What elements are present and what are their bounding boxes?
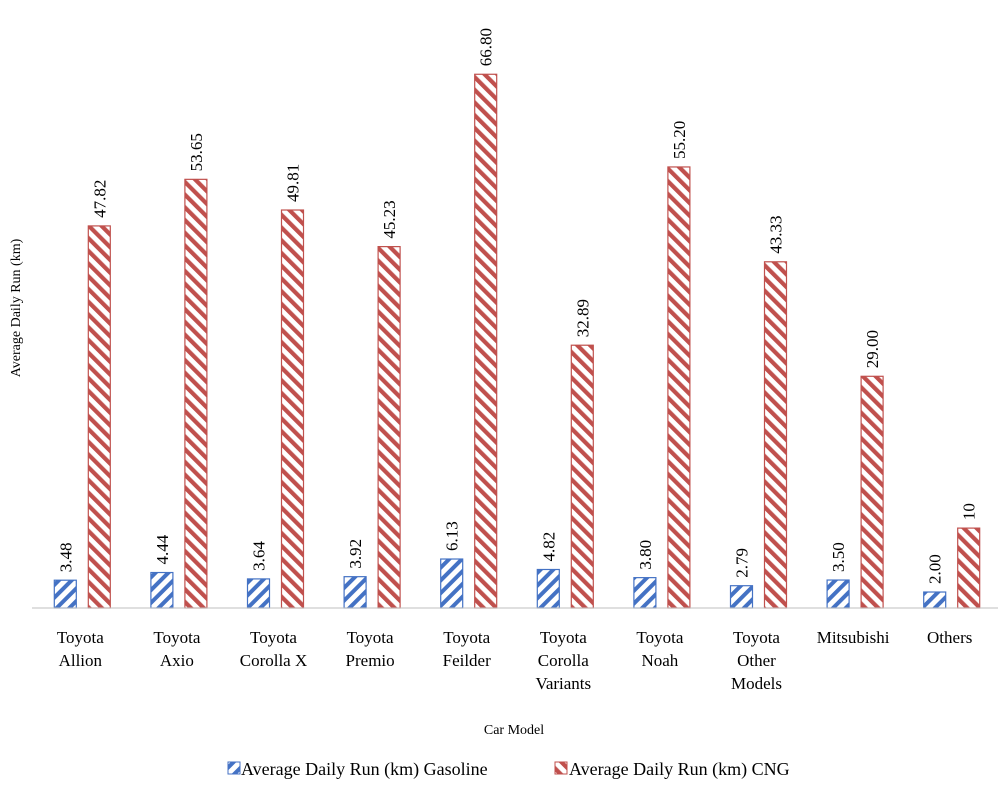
bars-layer xyxy=(53,73,981,609)
bar-gasoline-1 xyxy=(150,571,174,609)
bar-gasoline-4 xyxy=(440,558,464,609)
bar-cng-6 xyxy=(667,166,691,609)
x-tick-label-line: Toyota xyxy=(153,628,200,647)
data-label-gasoline-8: 3.50 xyxy=(829,542,848,572)
data-label-cng-0: 47.82 xyxy=(90,180,109,218)
data-label-gasoline-4: 6.13 xyxy=(443,521,462,551)
data-label-gasoline-3: 3.92 xyxy=(346,539,365,569)
data-label-cng-7: 43.33 xyxy=(767,216,786,254)
data-label-gasoline-7: 2.79 xyxy=(733,548,752,578)
data-label-cng-8: 29.00 xyxy=(863,330,882,368)
bar-gasoline-6 xyxy=(633,577,657,609)
legend-item-gasoline: Average Daily Run (km) Gasoline xyxy=(227,759,488,780)
data-label-cng-2: 49.81 xyxy=(284,164,303,202)
bar-gasoline-7 xyxy=(729,585,754,609)
legend-swatch-gasoline xyxy=(227,761,241,775)
x-tick-label-line: Corolla X xyxy=(240,651,308,670)
x-tick-label-line: Toyota xyxy=(443,628,490,647)
x-tick-label-line: Allion xyxy=(59,651,103,670)
x-tick-label-4: Toyota Feilder xyxy=(443,628,491,670)
bar-gasoline-8 xyxy=(826,579,850,609)
x-tick-label-line: Toyota xyxy=(347,628,394,647)
bar-cng-9 xyxy=(957,527,981,609)
x-tick-label-5: Toyota Corolla Variants xyxy=(535,628,591,693)
bar-cng-1 xyxy=(184,178,208,609)
data-labels-layer: 3.48 47.82 4.44 53.65 3.64 49.81 3.92 45.23 6.13… xyxy=(56,28,978,584)
data-label-cng-4: 66.80 xyxy=(477,28,496,66)
bar-cng-0 xyxy=(87,225,111,609)
bar-cng-8 xyxy=(860,375,884,609)
data-label-gasoline-0: 3.48 xyxy=(56,542,75,572)
bar-gasoline-5 xyxy=(536,568,560,609)
data-label-cng-5: 32.89 xyxy=(573,299,592,337)
legend-label-gasoline: Average Daily Run (km) Gasoline xyxy=(241,759,488,780)
bar-gasoline-9 xyxy=(923,591,947,609)
data-label-gasoline-9: 2.00 xyxy=(926,554,945,584)
bar-gasoline-0 xyxy=(53,579,77,609)
data-label-gasoline-1: 4.44 xyxy=(153,534,172,564)
x-tick-label-line: Other xyxy=(737,651,776,670)
x-tick-label-line: Feilder xyxy=(443,651,491,670)
x-tick-label-8: Mitsubishi xyxy=(817,628,890,647)
x-tick-label-line: Toyota xyxy=(250,628,297,647)
data-label-cng-6: 55.20 xyxy=(670,121,689,159)
x-tick-label-2: Toyota Corolla X xyxy=(240,628,308,670)
legend-swatch-cng xyxy=(554,761,568,775)
data-label-gasoline-6: 3.80 xyxy=(636,540,655,570)
data-label-cng-9: 10 xyxy=(960,503,979,520)
x-tick-label-7: Toyota Other Models xyxy=(731,628,782,693)
data-label-gasoline-2: 3.64 xyxy=(250,541,269,571)
bar-cng-4 xyxy=(474,73,498,609)
x-tick-label-line: Toyota xyxy=(733,628,780,647)
x-tick-label-line: Corolla xyxy=(538,651,589,670)
x-tick-label-line: Mitsubishi xyxy=(817,628,890,647)
x-tick-label-0: Toyota Allion xyxy=(57,628,104,670)
bar-gasoline-3 xyxy=(343,576,367,609)
x-tick-label-6: Toyota Noah xyxy=(636,628,683,670)
x-tick-label-line: Premio xyxy=(346,651,395,670)
legend: Average Daily Run (km) Gasoline Average … xyxy=(227,759,790,780)
data-label-cng-3: 45.23 xyxy=(380,200,399,238)
data-label-gasoline-5: 4.82 xyxy=(539,532,558,562)
bar-cng-2 xyxy=(280,209,305,609)
bar-cng-7 xyxy=(763,261,788,609)
x-tick-label-line: Axio xyxy=(160,651,194,670)
x-tick-label-3: Toyota Premio xyxy=(346,628,395,670)
bar-gasoline-2 xyxy=(246,578,271,609)
x-tick-label-line: Models xyxy=(731,674,782,693)
legend-label-cng: Average Daily Run (km) CNG xyxy=(569,759,790,780)
x-tick-label-1: Toyota Axio xyxy=(153,628,200,670)
x-axis-title: Car Model xyxy=(484,723,544,738)
x-tick-label-line: Toyota xyxy=(636,628,683,647)
data-label-cng-1: 53.65 xyxy=(187,133,206,171)
y-axis-title: Average Daily Run (km) xyxy=(9,238,24,377)
bar-cng-5 xyxy=(570,344,594,609)
x-tick-label-9: Others xyxy=(927,628,972,647)
x-tick-label-line: Others xyxy=(927,628,972,647)
x-tick-label-line: Noah xyxy=(641,651,678,670)
legend-item-cng: Average Daily Run (km) CNG xyxy=(554,759,790,780)
bar-cng-3 xyxy=(377,246,401,609)
x-tick-label-line: Toyota xyxy=(540,628,587,647)
x-tick-label-line: Toyota xyxy=(57,628,104,647)
x-tick-label-line: Variants xyxy=(535,674,591,693)
